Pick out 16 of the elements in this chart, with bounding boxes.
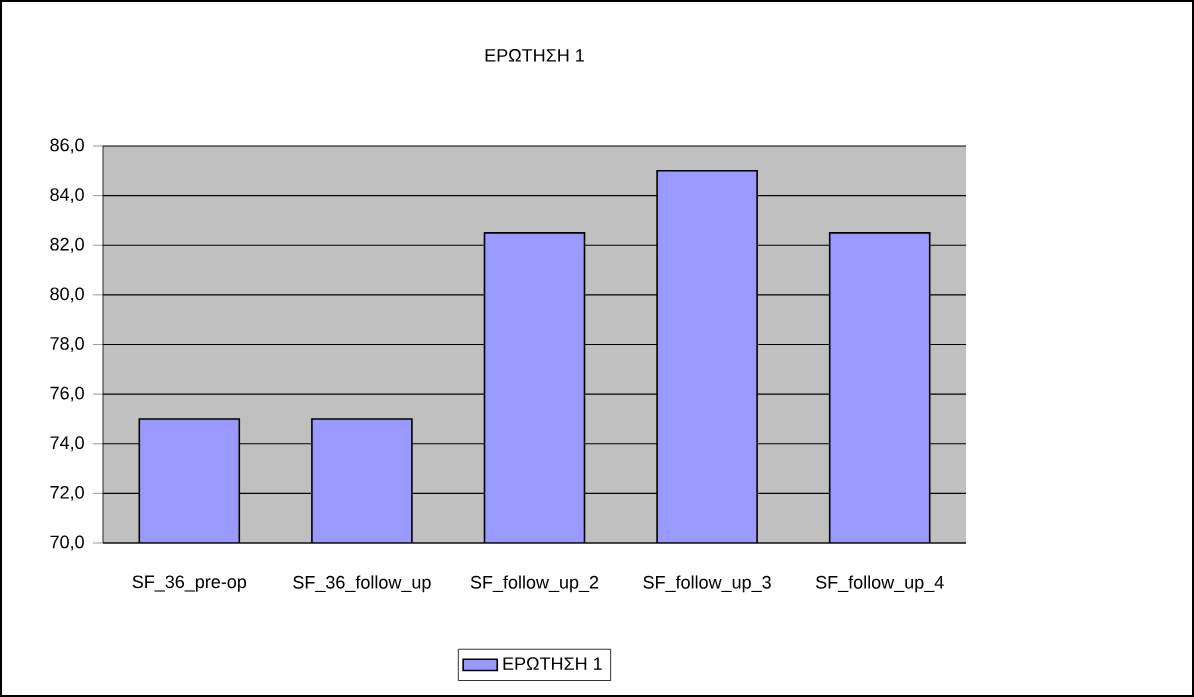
y-tick-label: 84,0 — [50, 188, 84, 204]
y-tick-label: 82,0 — [50, 237, 84, 253]
y-tick-label: 76,0 — [50, 386, 84, 402]
y-tick-label: 70,0 — [50, 535, 84, 551]
x-tick-label: SF_follow_up_2 — [470, 575, 599, 593]
chart-title: ΕΡΩΤΗΣΗ 1 — [485, 49, 584, 62]
x-tick-label: SF_36_follow_up — [293, 575, 431, 593]
y-tick-label: 78,0 — [50, 337, 84, 352]
x-tick-label: SF_36_pre-op — [132, 575, 247, 592]
y-tick-label: 80,0 — [50, 287, 84, 303]
y-tick-label: 86,0 — [50, 138, 84, 154]
x-tick-label: SF_follow_up_3 — [643, 575, 771, 593]
legend-label: ΕΡΩΤΗΣΗ 1 — [503, 657, 602, 670]
y-tick-label: 74,0 — [50, 436, 84, 452]
x-tick-label: SF_follow_up_4 — [815, 575, 944, 593]
y-tick-label: 72,0 — [50, 485, 84, 501]
